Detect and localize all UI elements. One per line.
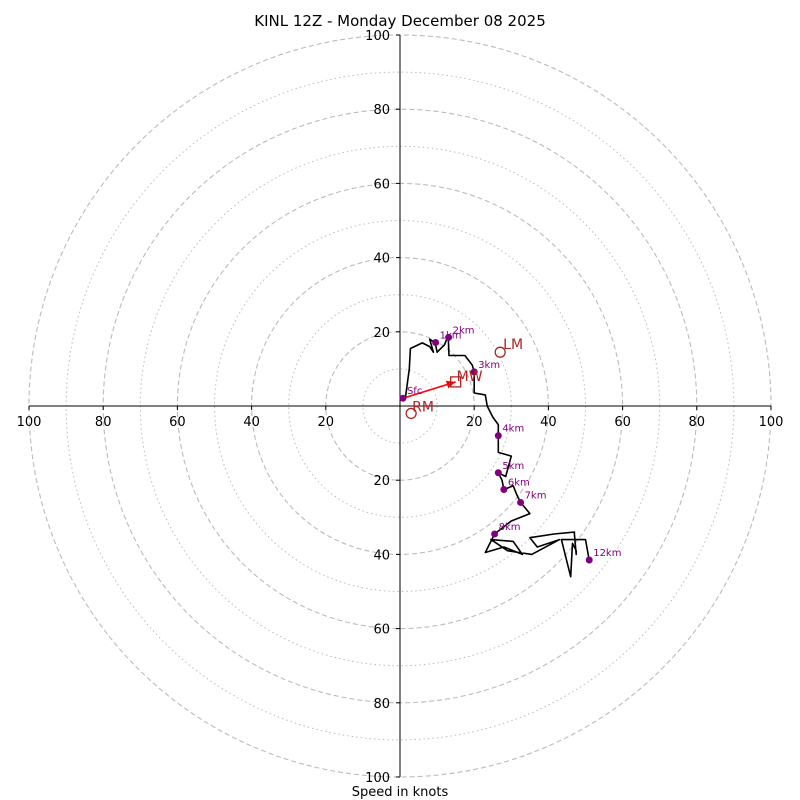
height-point-7km — [517, 498, 525, 506]
x-tick-label: 100 — [17, 415, 42, 430]
rm-marker — [405, 407, 417, 420]
y-tick-label: 40 — [373, 252, 390, 267]
y-tick-label: 20 — [373, 326, 390, 341]
mean-wind-vector — [402, 381, 456, 399]
x-tick-label: 80 — [689, 415, 706, 430]
height-point-6km — [500, 485, 508, 493]
height-point-12km — [585, 556, 593, 564]
x-tick-label: 40 — [540, 415, 557, 430]
x-tick-label: 20 — [318, 415, 335, 430]
x-tick-label: 20 — [466, 415, 483, 430]
height-point-1km — [432, 339, 440, 347]
height-point-5km — [494, 469, 502, 477]
x-tick-label: 80 — [95, 415, 112, 430]
y-tick-label: 40 — [373, 548, 390, 563]
hodograph-trace — [402, 334, 590, 578]
height-label-6km: 6km — [508, 477, 530, 488]
height-label-2km: 2km — [453, 325, 475, 336]
height-point-3km — [470, 368, 478, 376]
y-tick-label: 80 — [373, 103, 390, 118]
y-tick-label: 60 — [373, 177, 390, 192]
height-point-Sfc — [399, 394, 407, 402]
height-label-4km: 4km — [502, 424, 524, 435]
y-tick-label: 100 — [365, 771, 390, 786]
mw-label: MW — [457, 369, 483, 385]
height-label-12km: 12km — [593, 548, 621, 559]
height-label-8km: 8km — [499, 522, 521, 533]
mw-marker — [449, 376, 462, 388]
x-axis-label: Speed in knots — [352, 785, 449, 800]
height-point-4km — [494, 432, 502, 440]
lm-marker — [494, 346, 506, 358]
x-tick-label: 60 — [614, 415, 631, 430]
height-point-8km — [491, 530, 499, 538]
lm-label: LM — [503, 337, 523, 353]
x-tick-label: 100 — [759, 415, 784, 430]
x-tick-label: 40 — [243, 415, 260, 430]
height-label-Sfc: Sfc — [407, 386, 422, 397]
height-label-7km: 7km — [525, 490, 547, 501]
y-tick-label: 20 — [373, 474, 390, 489]
x-tick-label: 60 — [169, 415, 186, 430]
y-tick-label: 100 — [365, 29, 390, 44]
height-label-3km: 3km — [478, 360, 500, 371]
tick-layer: 100 80 60 40 20 20 40 60 80 100 100 80 60 40 20 20 40 60 8… — [17, 29, 784, 786]
height-point-2km — [445, 333, 453, 341]
y-tick-label: 80 — [373, 697, 390, 712]
y-tick-label: 60 — [373, 623, 390, 638]
data-layer: Sfc1km2km3km4km5km6km7km8km12kmLMRMMW — [399, 325, 621, 578]
chart-title: KINL 12Z - Monday December 08 2025 — [254, 12, 545, 30]
axis-layer — [29, 35, 771, 777]
height-label-5km: 5km — [502, 461, 524, 472]
rm-label: RM — [412, 399, 434, 415]
